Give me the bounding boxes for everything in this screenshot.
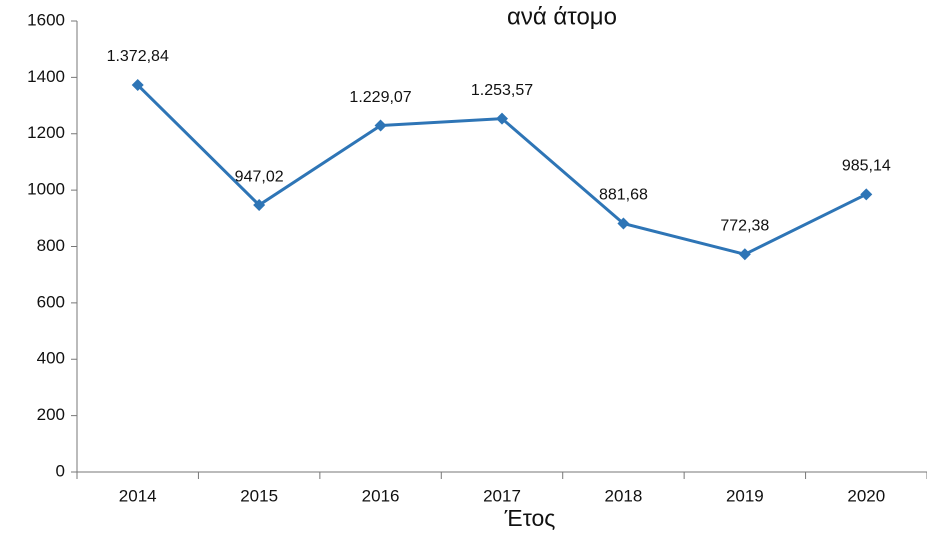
data-label: 947,02 [235, 168, 284, 185]
x-tick-label: 2015 [240, 486, 278, 505]
x-tick-label: 2019 [726, 486, 764, 505]
data-label: 881,68 [599, 187, 648, 204]
y-tick-label: 0 [56, 461, 65, 480]
x-tick-label: 2017 [483, 486, 521, 505]
data-label: 985,14 [842, 158, 891, 175]
x-axis-title: Έτος [504, 505, 556, 531]
data-label: 1.372,84 [107, 48, 169, 65]
y-tick-label: 1000 [27, 180, 65, 199]
data-point [253, 199, 266, 212]
data-label: 772,38 [720, 218, 769, 235]
data-point [131, 79, 144, 92]
data-point [738, 248, 751, 261]
data-label: 1.229,07 [349, 89, 411, 106]
data-point [496, 112, 508, 125]
data-label: 1.253,57 [471, 82, 533, 99]
x-tick-label: 2018 [605, 486, 643, 505]
y-tick-label: 800 [37, 236, 65, 255]
data-point [374, 119, 387, 132]
data-point [860, 188, 873, 201]
y-tick-label: 1400 [27, 67, 65, 86]
x-tick-label: 2016 [362, 486, 400, 505]
data-point [617, 217, 630, 230]
y-tick-label: 200 [37, 405, 65, 424]
y-tick-label: 400 [37, 349, 65, 368]
y-tick-label: 1200 [27, 123, 65, 142]
y-tick-label: 600 [37, 292, 65, 311]
y-tick-label: 1600 [27, 10, 65, 29]
x-tick-label: 2020 [847, 486, 885, 505]
x-tick-label: 2014 [119, 486, 157, 505]
chart-title: ανά άτομο [507, 3, 617, 30]
